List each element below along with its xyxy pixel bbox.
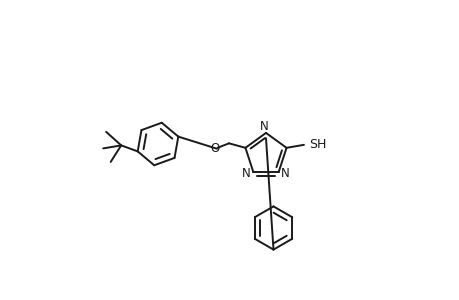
Text: N: N	[259, 120, 269, 133]
Text: O: O	[210, 142, 219, 155]
Text: SH: SH	[308, 138, 326, 151]
Text: N: N	[242, 167, 251, 180]
Text: N: N	[280, 167, 289, 180]
